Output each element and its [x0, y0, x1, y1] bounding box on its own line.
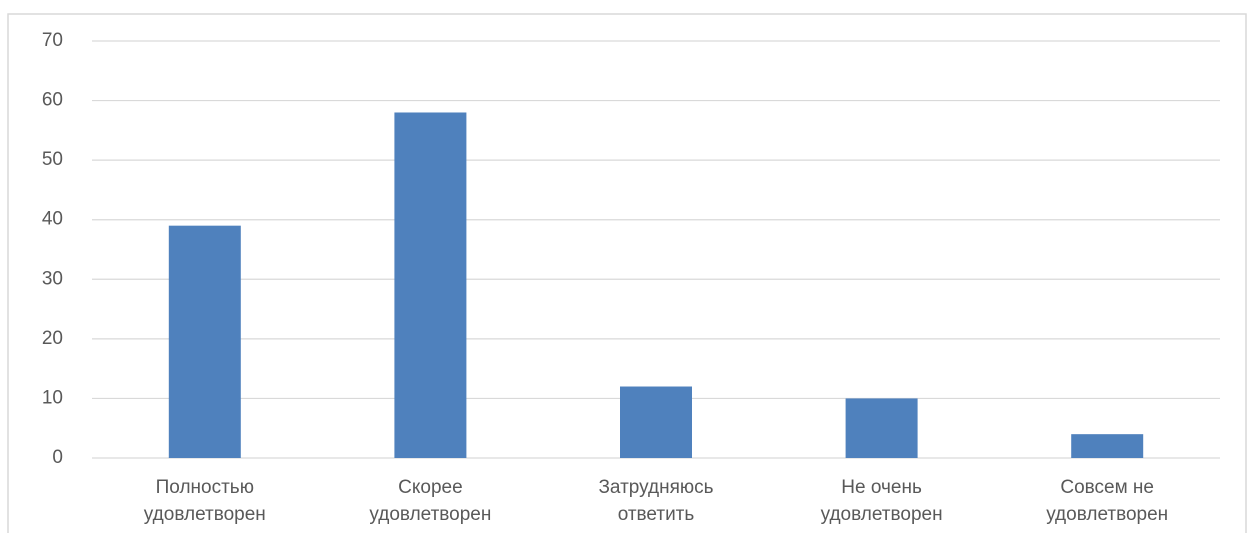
x-tick-label: Совсем не удовлетворен: [1046, 477, 1169, 525]
y-tick-label: 70: [42, 30, 63, 51]
bar: [620, 386, 692, 458]
bar: [845, 398, 918, 458]
y-tick-label: 30: [42, 268, 63, 289]
y-tick-label: 20: [42, 328, 63, 349]
x-tick-label: Скорее удовлетворен: [369, 477, 492, 525]
y-tick-label: 10: [42, 387, 63, 408]
bar: [394, 112, 467, 458]
x-tick-label: Полностью удовлетворен: [143, 477, 266, 525]
y-tick-label: 50: [42, 149, 63, 170]
bar: [168, 225, 241, 458]
chart-frame: [7, 13, 1247, 533]
y-tick-label: 40: [42, 209, 63, 230]
bar: [1071, 434, 1144, 458]
x-tick-label: Затрудняюсь ответить: [598, 477, 714, 525]
y-tick-label: 0: [52, 447, 63, 468]
x-tick-label: Не очень удовлетворен: [820, 477, 943, 525]
y-tick-label: 60: [42, 90, 63, 111]
